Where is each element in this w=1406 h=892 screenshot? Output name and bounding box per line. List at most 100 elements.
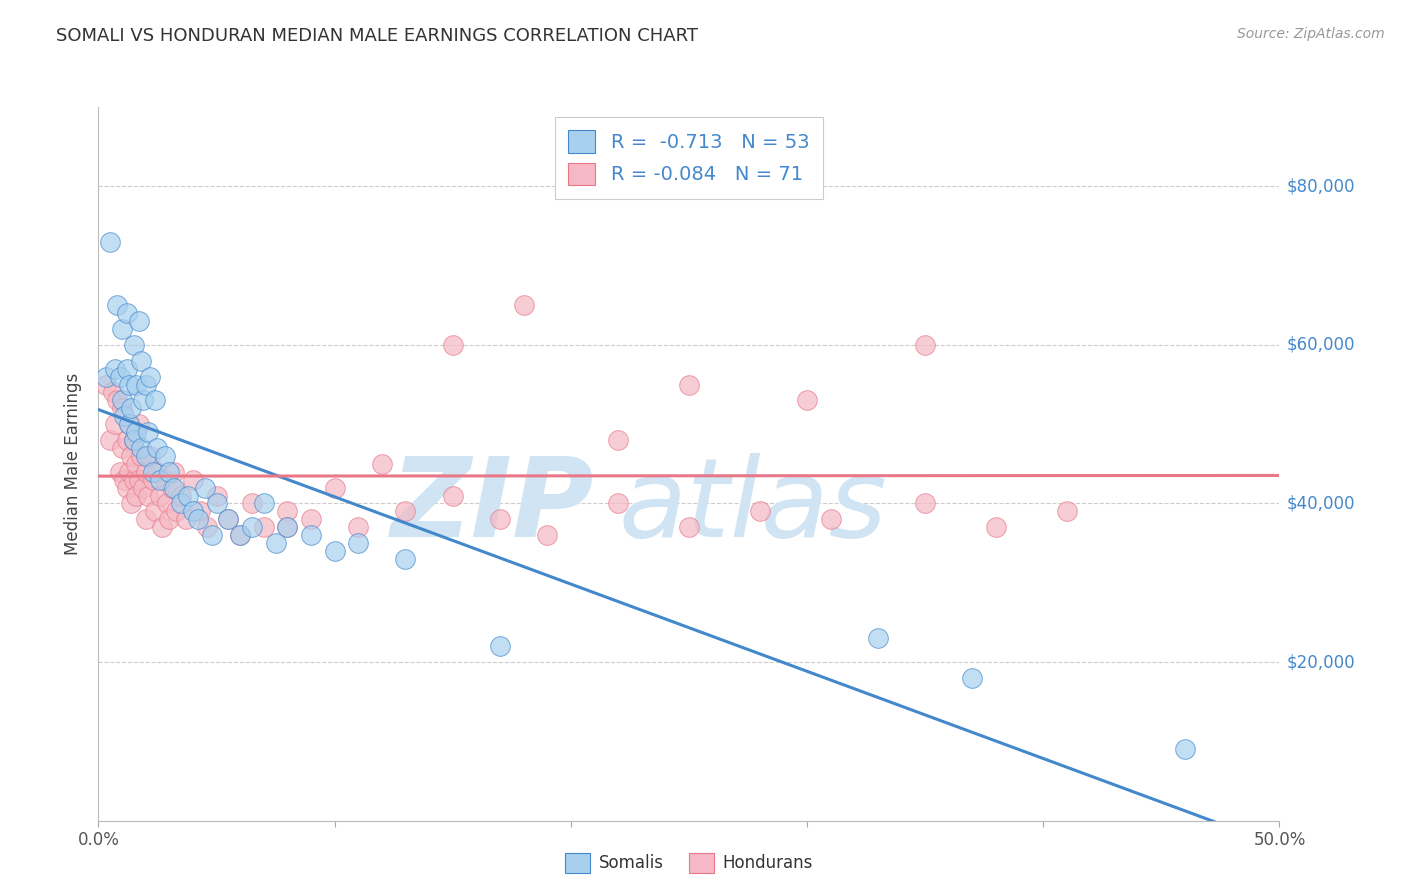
Point [121, 496, 143, 510]
Point [122, 433, 145, 447]
Text: Source: ZipAtlas.com: Source: ZipAtlas.com [1237, 27, 1385, 41]
Point [129, 449, 152, 463]
Point [112, 473, 135, 487]
Point [323, 481, 346, 495]
Point [115, 306, 138, 320]
Point [276, 520, 298, 534]
Point [125, 489, 148, 503]
Point [217, 512, 239, 526]
Point [111, 441, 134, 455]
Point [160, 481, 183, 495]
Point [299, 512, 322, 526]
Point [536, 528, 558, 542]
Legend: Somalis, Hondurans: Somalis, Hondurans [558, 847, 820, 880]
Point [142, 473, 165, 487]
Point [163, 481, 186, 495]
Text: $80,000: $80,000 [1286, 178, 1355, 195]
Point [188, 504, 211, 518]
Point [205, 496, 228, 510]
Point [748, 504, 770, 518]
Point [136, 489, 159, 503]
Point [170, 496, 193, 510]
Point [347, 536, 370, 550]
Point [118, 417, 141, 432]
Point [866, 632, 889, 646]
Point [678, 377, 700, 392]
Text: SOMALI VS HONDURAN MEDIAN MALE EARNINGS CORRELATION CHART: SOMALI VS HONDURAN MEDIAN MALE EARNINGS … [56, 27, 699, 45]
Text: $60,000: $60,000 [1286, 336, 1355, 354]
Point [153, 473, 176, 487]
Point [820, 512, 842, 526]
Point [229, 528, 252, 542]
Point [146, 465, 169, 479]
Point [129, 441, 152, 455]
Point [132, 481, 155, 495]
Point [253, 520, 276, 534]
Point [121, 401, 143, 416]
Point [195, 520, 218, 534]
Point [489, 512, 512, 526]
Point [150, 520, 173, 534]
Point [108, 465, 131, 479]
Point [181, 473, 204, 487]
Point [156, 496, 179, 510]
Point [98, 235, 121, 249]
Point [122, 338, 145, 352]
Point [240, 496, 263, 510]
Point [914, 496, 936, 510]
Y-axis label: Median Male Earnings: Median Male Earnings [65, 373, 83, 555]
Point [132, 393, 155, 408]
Point [607, 433, 630, 447]
Point [323, 544, 346, 558]
Point [112, 409, 135, 424]
Text: $40,000: $40,000 [1286, 494, 1355, 513]
Point [914, 338, 936, 352]
Point [276, 504, 298, 518]
Text: $20,000: $20,000 [1286, 653, 1355, 671]
Point [153, 449, 176, 463]
Point [122, 473, 145, 487]
Point [143, 504, 166, 518]
Point [205, 489, 228, 503]
Point [118, 417, 141, 432]
Point [115, 481, 138, 495]
Text: ZIP: ZIP [391, 453, 595, 560]
Point [111, 393, 134, 408]
Point [347, 520, 370, 534]
Point [441, 338, 464, 352]
Point [253, 496, 276, 510]
Point [201, 528, 224, 542]
Point [512, 298, 534, 312]
Point [157, 512, 180, 526]
Point [128, 417, 150, 432]
Point [98, 433, 121, 447]
Point [187, 512, 209, 526]
Point [371, 457, 394, 471]
Point [299, 528, 322, 542]
Point [125, 425, 148, 439]
Point [121, 449, 143, 463]
Point [607, 496, 630, 510]
Point [139, 449, 162, 463]
Point [118, 465, 141, 479]
Point [177, 489, 200, 503]
Point [174, 512, 197, 526]
Point [104, 417, 127, 432]
Point [240, 520, 263, 534]
Legend: R =  -0.713   N = 53, R = -0.084   N = 71: R = -0.713 N = 53, R = -0.084 N = 71 [554, 117, 824, 199]
Point [111, 401, 134, 416]
Text: atlas: atlas [619, 453, 887, 560]
Point [115, 433, 138, 447]
Point [125, 457, 148, 471]
Point [157, 465, 180, 479]
Point [94, 369, 117, 384]
Point [394, 552, 416, 566]
Point [276, 520, 298, 534]
Point [394, 504, 416, 518]
Point [146, 441, 169, 455]
Point [1174, 742, 1197, 756]
Point [165, 504, 187, 518]
Point [101, 385, 124, 400]
Point [489, 639, 512, 653]
Point [128, 473, 150, 487]
